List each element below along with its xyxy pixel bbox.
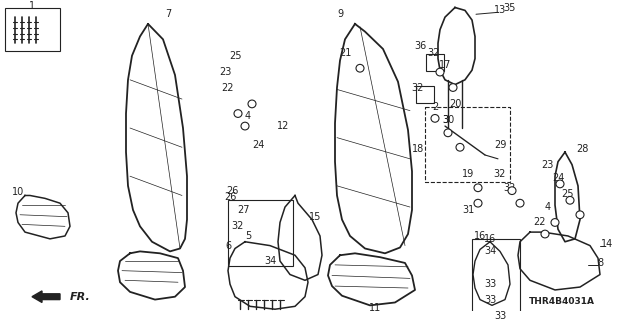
Text: 13: 13 [494,5,506,15]
Text: 36: 36 [414,41,426,51]
Text: 31: 31 [462,205,474,215]
Text: 1: 1 [29,1,35,11]
Text: 17: 17 [439,60,451,70]
Text: 6: 6 [225,241,231,251]
Circle shape [449,84,457,92]
Text: 23: 23 [219,67,231,77]
Text: 16: 16 [484,234,496,244]
Text: 28: 28 [576,144,588,154]
Circle shape [248,100,256,108]
Text: 15: 15 [309,212,321,222]
Text: 10: 10 [12,187,24,196]
Text: 9: 9 [337,9,343,19]
Text: FR.: FR. [70,292,91,302]
Text: 3: 3 [442,115,448,125]
Text: 35: 35 [504,3,516,12]
Bar [426,54,444,71]
Circle shape [474,199,482,207]
Text: 22: 22 [221,83,234,92]
Bar [425,107,510,182]
Text: 11: 11 [369,303,381,313]
Text: 32: 32 [232,221,244,231]
Text: 26: 26 [224,192,236,203]
Circle shape [508,187,516,195]
Text: 2: 2 [432,102,438,112]
Bar [472,239,520,318]
Text: 7: 7 [165,9,171,19]
Text: 14: 14 [601,239,613,249]
Text: 32: 32 [494,169,506,179]
Text: 24: 24 [552,173,564,183]
Circle shape [234,110,242,117]
Circle shape [241,122,249,130]
Text: 24: 24 [252,140,264,150]
Circle shape [541,230,549,238]
Text: 22: 22 [534,218,547,228]
FancyArrow shape [32,291,60,302]
Text: 29: 29 [494,140,506,150]
Bar [416,85,434,103]
Circle shape [431,115,439,122]
Text: 34: 34 [264,256,276,266]
Text: 32: 32 [427,48,439,58]
Text: 19: 19 [462,169,474,179]
Text: 20: 20 [449,99,461,109]
Text: 4: 4 [545,202,551,212]
Text: 33: 33 [484,279,496,289]
Text: 5: 5 [245,231,251,241]
Circle shape [444,129,452,137]
Text: 33: 33 [484,295,496,305]
Bar [228,200,293,266]
Text: 32: 32 [504,183,516,193]
Text: 23: 23 [541,160,553,170]
Circle shape [436,68,444,76]
Text: 16: 16 [474,231,486,241]
Text: 21: 21 [339,48,351,58]
Text: 12: 12 [277,121,289,131]
Circle shape [556,180,564,188]
Text: 27: 27 [237,205,249,215]
Text: 25: 25 [562,188,574,198]
Text: 8: 8 [597,258,603,268]
Circle shape [356,64,364,72]
Text: 33: 33 [494,311,506,320]
Circle shape [576,211,584,219]
Text: 32: 32 [412,83,424,92]
Circle shape [456,143,464,151]
Circle shape [516,199,524,207]
Text: 25: 25 [228,51,241,61]
Text: 18: 18 [412,144,424,154]
Circle shape [474,184,482,192]
Text: 30: 30 [442,115,454,125]
Text: 26: 26 [226,186,238,196]
Circle shape [551,219,559,226]
Text: 4: 4 [245,111,251,121]
Circle shape [566,196,574,204]
Text: THR4B4031A: THR4B4031A [529,297,595,306]
Text: 34: 34 [484,246,496,256]
Bar [5,7,60,51]
